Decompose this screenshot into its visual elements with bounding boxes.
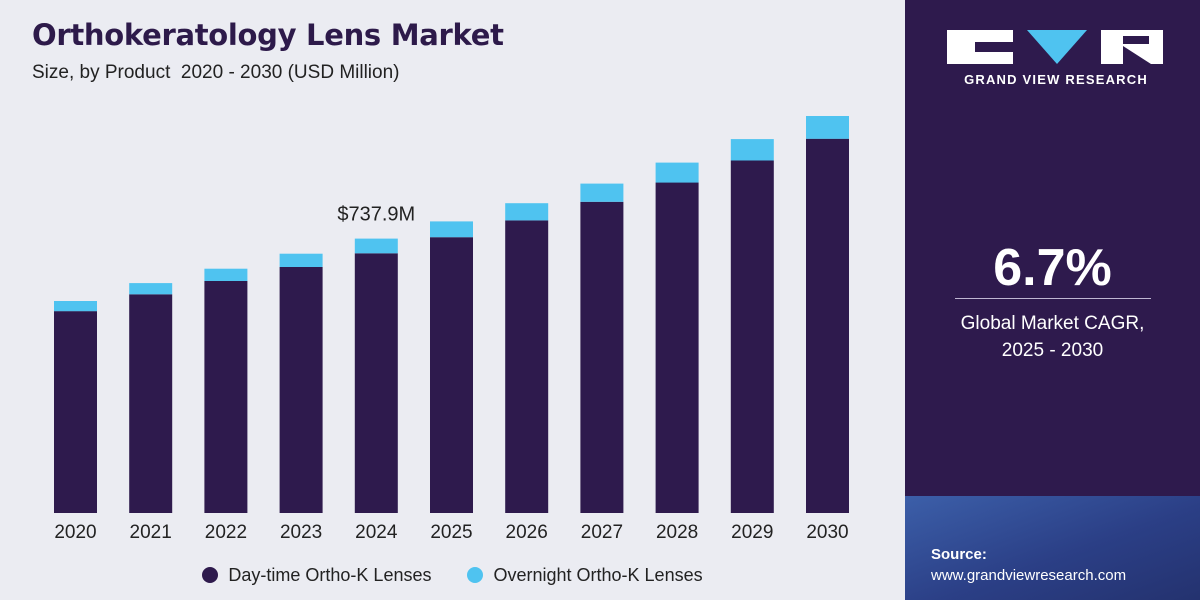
x-tick-label-2020: 2020 (54, 522, 96, 543)
cagr-divider (955, 298, 1151, 299)
cagr-label-line1: Global Market CAGR, (960, 313, 1145, 334)
gvr-logo-icon (947, 30, 1163, 64)
chart-legend: Day-time Ortho-K Lenses Overnight Ortho-… (0, 562, 905, 588)
legend-item-overnight: Overnight Ortho-K Lenses (467, 564, 703, 586)
x-tick-label-2024: 2024 (355, 522, 398, 543)
cagr-label: Global Market CAGR, 2025 - 2030 (905, 310, 1200, 364)
bar-overnight-2027 (580, 183, 624, 202)
bar-daytime-2025 (430, 237, 473, 513)
x-tick-label-2027: 2027 (581, 522, 623, 543)
x-tick-label-2025: 2025 (430, 522, 472, 543)
stacked-bar-chart: 2020 2021 2022 2023 2024 2025 2026 2027 2028 2029… (54, 116, 849, 543)
bar-overnight-2028 (655, 162, 699, 183)
bar-daytime-2029 (730, 160, 774, 513)
cagr-label-line2: 2025 - 2030 (1001, 340, 1104, 361)
brand-name: GRAND VIEW RESEARCH (964, 72, 1148, 87)
bar-overnight-2020 (54, 301, 97, 312)
bar-daytime-2023 (279, 267, 323, 513)
x-tick-label-2026: 2026 (506, 522, 548, 543)
bar-daytime-2027 (580, 201, 624, 514)
x-tick-label-2021: 2021 (130, 522, 172, 543)
summary-panel: GRAND VIEW RESEARCH 6.7% Global Market C… (905, 0, 1200, 600)
chart-subtitle: Size, by Product 2020 - 2030 (USD Millio… (32, 62, 400, 83)
source-label: Source: (931, 546, 987, 563)
bar-overnight-2023 (279, 253, 323, 267)
bar-daytime-2028 (655, 182, 699, 513)
bar-daytime-2022 (204, 281, 248, 513)
bar-daytime-2024 (354, 253, 398, 514)
legend-label-overnight: Overnight Ortho-K Lenses (493, 564, 703, 585)
bar-daytime-2026 (505, 220, 549, 513)
bar-overnight-2022 (204, 268, 248, 281)
bar-overnight-2021 (129, 283, 173, 295)
chart-title: Orthokeratology Lens Market (32, 18, 504, 52)
legend-swatch-daytime (202, 567, 219, 583)
bar-overnight-2030 (806, 116, 849, 139)
source-link[interactable]: www.grandviewresearch.com (931, 567, 1127, 584)
bar-overnight-2029 (730, 139, 774, 161)
legend-swatch-overnight (467, 567, 484, 583)
bar-daytime-2021 (129, 294, 173, 513)
data-label-2024: $737.9M (337, 204, 415, 226)
bar-daytime-2030 (806, 138, 849, 513)
x-tick-label-2028: 2028 (656, 522, 698, 543)
cagr-value: 6.7% (993, 239, 1112, 297)
bar-overnight-2025 (430, 221, 473, 238)
bar-overnight-2024 (354, 238, 398, 254)
x-tick-label-2029: 2029 (731, 522, 773, 543)
source-box: Source: www.grandviewresearch.com (905, 496, 1200, 600)
legend-item-daytime: Day-time Ortho-K Lenses (202, 565, 431, 586)
bar-overnight-2026 (505, 203, 549, 221)
legend-label-daytime: Day-time Ortho-K Lenses (228, 564, 432, 585)
chart-panel: Orthokeratology Lens Market Size, by Pro… (0, 0, 905, 600)
x-tick-label-2023: 2023 (280, 522, 322, 543)
brand-logo: GRAND VIEW RESEARCH (945, 22, 1167, 92)
x-tick-label-2022: 2022 (205, 522, 247, 543)
x-tick-label-2030: 2030 (806, 522, 848, 543)
bar-daytime-2020 (54, 311, 97, 513)
